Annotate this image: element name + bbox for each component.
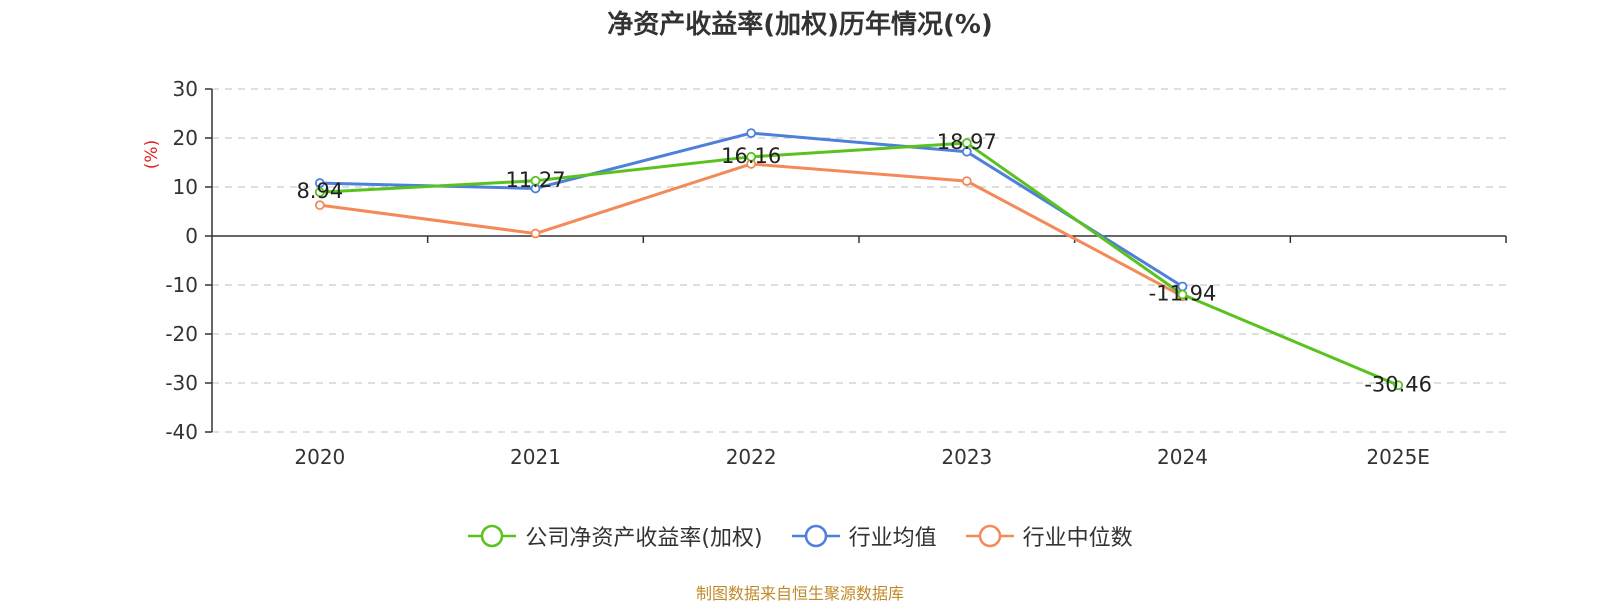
series-point: [314, 187, 325, 198]
x-tick-label: 2020: [294, 445, 345, 469]
grid-layer: [212, 88, 1506, 433]
series-point: [1393, 380, 1404, 391]
series-point: [314, 200, 325, 211]
y-tick-label: 0: [185, 224, 198, 248]
series-layer: [314, 128, 1404, 391]
legend-item[interactable]: 行业均值: [791, 520, 937, 552]
source-note: 制图数据来自恒生聚源数据库: [695, 584, 904, 603]
series-point: [1177, 289, 1188, 300]
x-tick-label: 2023: [941, 445, 992, 469]
legend-marker-icon: [468, 524, 517, 548]
data-label: -11.94: [1149, 282, 1217, 306]
y-tick-label: -10: [165, 273, 198, 297]
legend-marker-icon: [791, 524, 840, 548]
y-tick-label: -20: [165, 322, 198, 346]
axis-layer: 30 20 10 0 -10 -20 -30 -40 (%) 2020 2021 2022 2023 20…: [142, 77, 1507, 469]
series-line: [319, 162, 1184, 298]
series-point: [961, 138, 972, 148]
legend-label: 行业均值: [848, 526, 937, 551]
chart-title: 净资产收益率(加权)历年情况(%): [607, 10, 993, 40]
legend-label: 公司净资产收益率(加权): [525, 526, 763, 551]
y-axis-label: (%): [142, 140, 162, 169]
data-label: 18.97: [937, 130, 997, 154]
data-label: 8.94: [296, 179, 343, 203]
legend-marker-icon: [965, 524, 1014, 548]
series-point: [746, 128, 757, 139]
data-label: 11.27: [505, 168, 565, 192]
y-tick-label: -30: [165, 371, 198, 395]
legend-circle-icon: [481, 524, 504, 548]
x-tick-label: 2024: [1157, 445, 1208, 469]
y-tick-label: 20: [173, 126, 198, 150]
data-label-layer: 8.94 11.27 16.16 18.97 -11.94 -30.46: [296, 130, 1432, 396]
x-tick-label: 2025E: [1366, 445, 1430, 469]
legend: 公司净资产收益率(加权) 行业均值 行业中位数: [0, 520, 1600, 552]
series-point: [746, 151, 757, 162]
y-tick-label: -40: [165, 420, 198, 444]
series-point: [961, 176, 972, 187]
legend-item[interactable]: 公司净资产收益率(加权): [467, 520, 763, 552]
series-point: [314, 178, 325, 188]
legend-item[interactable]: 行业中位数: [965, 520, 1133, 552]
data-label: 16.16: [721, 144, 781, 168]
x-tick-label: 2021: [510, 445, 561, 469]
series-point: [530, 228, 541, 239]
legend-circle-icon: [978, 524, 1001, 548]
y-tick-label: 10: [173, 175, 198, 199]
y-tick-label: 30: [173, 77, 198, 101]
x-tick-label: 2022: [726, 445, 777, 469]
legend-circle-icon: [804, 524, 827, 548]
series-point: [530, 175, 541, 186]
series-line: [319, 141, 1399, 387]
data-label: -30.46: [1364, 372, 1432, 396]
legend-label: 行业中位数: [1022, 526, 1133, 551]
